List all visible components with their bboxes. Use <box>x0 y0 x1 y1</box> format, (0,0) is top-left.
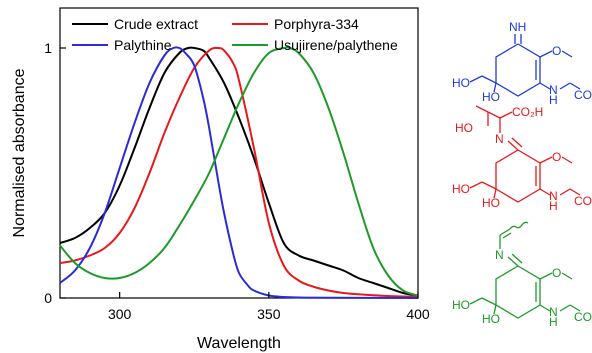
legend-item-crude-extract: Crude extract <box>72 16 198 32</box>
structure-porphyra-334: CO₂H HO N O HO HO N H CO₂H <box>452 105 592 213</box>
nh-bond <box>539 304 551 312</box>
legend-item-usujirene-palythene: Usujirene/palythene <box>232 37 398 53</box>
oh-bond <box>493 304 497 315</box>
ch2oh-bond-b <box>469 297 483 305</box>
label-amine-n: N <box>549 305 558 319</box>
imine-bond-b <box>511 137 523 148</box>
legend-item-palythine: Palythine <box>72 37 172 53</box>
methoxy-bond <box>539 272 553 280</box>
ch2oh-bond-a <box>481 75 497 84</box>
ch2oh-bond-a <box>481 181 497 190</box>
legend-label-crude-extract: Crude extract <box>114 16 198 32</box>
glycine-bond-a <box>559 82 571 90</box>
ring-outline <box>495 43 541 97</box>
structure-palythine: NH O HO HO N H CO₂H <box>452 20 592 107</box>
imine-bond-a <box>507 256 519 267</box>
thr-bond-e <box>475 105 489 113</box>
series-layer <box>59 46 419 299</box>
glycine-bond-b <box>569 82 581 90</box>
plot-frame <box>59 7 419 299</box>
label-hoch2: HO <box>452 298 470 312</box>
nh-bond <box>539 188 551 196</box>
methoxy-methyl <box>561 50 573 58</box>
ring-outline <box>495 149 541 203</box>
label-acid-top: CO₂H <box>512 105 543 119</box>
label-methoxy-o: O <box>552 150 561 164</box>
label-imine-n: N <box>495 132 504 146</box>
series-line-palythine <box>59 46 419 299</box>
methoxy-bond <box>539 156 553 164</box>
legend-label-usujirene-palythene: Usujirene/palythene <box>274 37 398 53</box>
glycine-bond-a <box>559 188 571 196</box>
ticks-layer: 300 350 400 0 1 <box>44 40 430 322</box>
x-tick-label-300: 300 <box>108 306 132 322</box>
ring-bonds <box>469 34 581 97</box>
series-line-usujirene-palythene <box>59 46 419 297</box>
label-amine-n: N <box>549 83 558 97</box>
y-tick-label-1: 1 <box>44 40 52 56</box>
vinyl-bond-b <box>499 228 511 236</box>
ch2oh-bond-b <box>469 75 483 83</box>
x-tick-label-400: 400 <box>406 306 430 322</box>
series-line-crude-extract <box>59 46 419 297</box>
glycine-bond-b <box>569 188 581 196</box>
plot-area: 300 350 400 0 1 <box>44 7 430 322</box>
label-methoxy-o: O <box>552 44 561 58</box>
series-line-porphyra-334 <box>59 46 419 298</box>
label-hoch2: HO <box>452 76 470 90</box>
y-tick-label-0: 0 <box>44 290 52 306</box>
imine-bond-b <box>511 253 523 264</box>
legend-item-porphyra-334: Porphyra-334 <box>232 16 359 32</box>
label-amine-n: N <box>549 189 558 203</box>
methoxy-methyl <box>561 272 573 280</box>
x-tick-label-350: 350 <box>257 306 281 322</box>
label-oh: HO <box>482 196 500 210</box>
glycine-bond-b <box>569 304 581 312</box>
ch2oh-bond-a <box>481 297 497 306</box>
oh-bond <box>493 188 497 199</box>
label-amine-h: H <box>549 315 558 329</box>
imine-bond-a <box>507 140 519 151</box>
thr-bond-b <box>499 111 513 119</box>
ring-bonds <box>469 105 581 203</box>
label-oh: HO <box>482 312 500 326</box>
methoxy-bond <box>539 50 553 58</box>
methoxy-methyl <box>561 156 573 164</box>
label-acid: CO₂H <box>574 194 592 208</box>
label-acid: CO₂H <box>574 310 592 324</box>
legend-label-palythine: Palythine <box>114 37 172 53</box>
wavy-bond <box>509 221 529 230</box>
label-methoxy-o: O <box>552 266 561 280</box>
vinyl-bond-c <box>502 232 512 239</box>
ch2oh-bond-b <box>469 181 483 189</box>
label-imine-nh: NH <box>509 20 526 34</box>
x-axis-label: Wavelength <box>197 335 281 352</box>
label-side-oh: HO <box>455 121 473 135</box>
y-axis-label: Normalised absorbance <box>11 68 28 237</box>
label-acid: CO₂H <box>574 88 592 102</box>
nh-bond <box>539 82 551 90</box>
label-imine-n: N <box>495 248 504 262</box>
legend-label-porphyra-334: Porphyra-334 <box>274 16 359 32</box>
glycine-bond-a <box>559 304 571 312</box>
legend: Crude extract Porphyra-334 Palythine Usu… <box>72 16 398 53</box>
label-oh: HO <box>482 90 500 104</box>
label-amine-h: H <box>549 93 558 107</box>
label-hoch2: HO <box>452 182 470 196</box>
oh-bond <box>493 82 497 93</box>
structure-usujirene-palythene: N O HO HO N H CO₂H <box>452 221 592 329</box>
thr-bond-c <box>487 111 501 119</box>
ring-bonds <box>469 221 581 319</box>
ring-outline <box>495 265 541 319</box>
label-amine-h: H <box>549 199 558 213</box>
